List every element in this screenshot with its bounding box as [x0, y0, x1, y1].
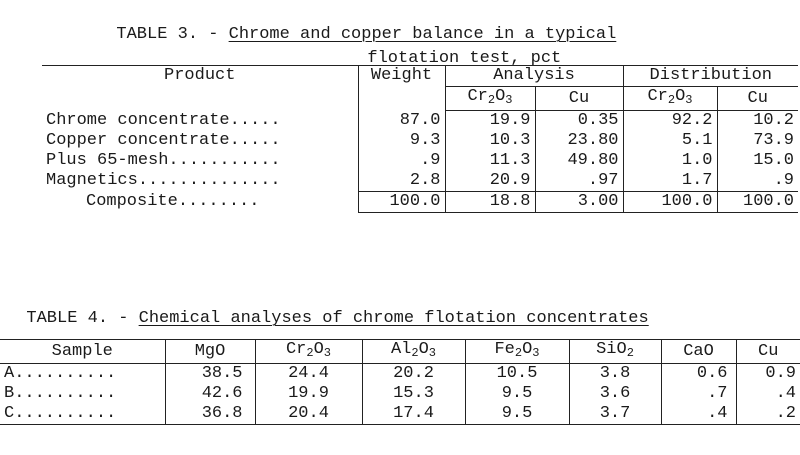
table3-title-line1: Chrome and copper balance in a typical: [228, 25, 617, 44]
cell-fe2o3: 9.5: [464, 404, 569, 425]
cell-mgo: 38.5: [164, 363, 255, 384]
cell-analysis-cr2o3: 18.8: [444, 191, 535, 213]
cell-analysis-cr2o3: 20.9: [444, 171, 535, 192]
table4-title-prefix: TABLE 4. -: [26, 309, 139, 328]
cell-product: Composite........: [86, 192, 260, 211]
cell-weight: 2.8: [357, 171, 445, 192]
cell-distribution-cr2o3: 100.0: [622, 191, 717, 213]
table3-header-row2: Cr2O3 Cu Cr2O3 Cu: [42, 86, 799, 111]
table4-title: TABLE 4. - Chemical analyses of chrome f…: [6, 286, 649, 330]
table3-title: TABLE 3. - Chrome and copper balance in …: [96, 2, 616, 46]
table4-title-text: Chemical analyses of chrome flotation co…: [138, 309, 649, 328]
col-analysis-cu: Cu: [534, 86, 623, 111]
cell-distribution-cu: 15.0: [716, 151, 799, 171]
table3-title-prefix: TABLE 3. -: [116, 25, 229, 44]
table3-title-line2: flotation test, pct: [367, 49, 562, 68]
cell-al2o3: 20.2: [361, 363, 465, 384]
cell-distribution-cu: 100.0: [716, 191, 799, 213]
cell-cu: .4: [735, 384, 800, 404]
cell-product: Magnetics..............: [46, 171, 281, 191]
table4-header-row: Sample MgO Cr2O3 Al2O3 Fe2O3 SiO2 CaO Cu: [0, 339, 800, 364]
cell-weight: 87.0: [357, 110, 445, 131]
cell-analysis-cr2o3: 10.3: [444, 131, 535, 151]
cell-sample: A..........: [4, 364, 117, 383]
cell-sio2: 3.7: [568, 404, 661, 425]
cell-product: Plus 65-mesh...........: [46, 151, 281, 170]
col-cao: CaO: [660, 339, 736, 364]
cell-cu: .2: [735, 404, 800, 425]
table3-title-line2-wrap: flotation test, pct: [347, 26, 561, 70]
cell-analysis-cu: 23.80: [534, 131, 623, 151]
cell-analysis-cu: 49.80: [534, 151, 623, 171]
col-cr2o3: Cr2O3: [254, 339, 362, 364]
col-mgo: MgO: [164, 339, 255, 364]
cell-sample: B..........: [4, 384, 117, 403]
col-weight: Weight: [357, 65, 445, 111]
col-distribution-cu: Cu: [716, 86, 799, 111]
cell-mgo: 42.6: [164, 384, 255, 404]
cell-sio2: 3.6: [568, 384, 661, 404]
col-al2o3: Al2O3: [361, 339, 465, 364]
cell-distribution-cu: 10.2: [716, 110, 799, 131]
table-row: Chrome concentrate..... 87.0 19.9 0.35 9…: [42, 110, 799, 131]
cell-weight: 9.3: [357, 131, 445, 151]
cell-analysis-cu: 0.35: [534, 110, 623, 131]
col-distribution: Distribution: [622, 65, 799, 87]
col-analysis: Analysis: [444, 65, 623, 87]
table-row: A.......... 38.5 24.4 20.2 10.5 3.8 0.6 …: [0, 363, 800, 384]
cell-distribution-cu: 73.9: [716, 131, 799, 151]
cell-weight: 100.0: [357, 191, 445, 213]
cell-distribution-cr2o3: 1.7: [622, 171, 717, 192]
cell-distribution-cr2o3: 5.1: [622, 131, 717, 151]
cell-al2o3: 15.3: [361, 384, 465, 404]
table-row: Plus 65-mesh........... .9 11.3 49.80 1.…: [42, 151, 799, 171]
cell-cao: 0.6: [660, 363, 736, 384]
col-sio2: SiO2: [568, 339, 661, 364]
col-analysis-cr2o3: Cr2O3: [444, 86, 535, 111]
col-fe2o3: Fe2O3: [464, 339, 569, 364]
cell-cr2o3: 20.4: [254, 404, 362, 425]
col-distribution-cr2o3: Cr2O3: [622, 86, 717, 111]
cell-distribution-cr2o3: 92.2: [622, 110, 717, 131]
cell-al2o3: 17.4: [361, 404, 465, 425]
table-row: C.......... 36.8 20.4 17.4 9.5 3.7 .4 .2: [0, 404, 800, 425]
table4: Sample MgO Cr2O3 Al2O3 Fe2O3 SiO2 CaO Cu…: [0, 339, 800, 425]
table-row: B.......... 42.6 19.9 15.3 9.5 3.6 .7 .4: [0, 384, 800, 404]
cell-analysis-cu: .97: [534, 171, 623, 192]
cell-fe2o3: 10.5: [464, 363, 569, 384]
col-product: Product: [42, 65, 358, 111]
cell-sample: C..........: [0, 404, 165, 425]
cell-cao: .4: [660, 404, 736, 425]
cell-analysis-cr2o3: 19.9: [444, 110, 535, 131]
table3-header-row1: Product Weight Analysis Distribution: [42, 65, 799, 111]
table-row-composite: Composite........ 100.0 18.8 3.00 100.0 …: [42, 191, 799, 213]
cell-product: Chrome concentrate.....: [46, 110, 281, 130]
cell-cu: 0.9: [735, 363, 800, 384]
cell-product: Copper concentrate.....: [46, 131, 281, 150]
table-row: Copper concentrate..... 9.3 10.3 23.80 5…: [42, 131, 799, 151]
table3: Product Weight Analysis Distribution Cr2…: [42, 65, 799, 213]
cell-fe2o3: 9.5: [464, 384, 569, 404]
cell-mgo: 36.8: [164, 404, 255, 425]
col-cu: Cu: [735, 339, 800, 364]
cell-sio2: 3.8: [568, 363, 661, 384]
cell-analysis-cu: 3.00: [534, 191, 623, 213]
cell-distribution-cu: .9: [716, 171, 799, 192]
cell-weight: .9: [357, 151, 445, 171]
col-sample: Sample: [0, 339, 165, 364]
cell-analysis-cr2o3: 11.3: [444, 151, 535, 171]
table-row: Magnetics.............. 2.8 20.9 .97 1.7…: [42, 171, 799, 192]
cell-cr2o3: 24.4: [254, 363, 362, 384]
cell-cr2o3: 19.9: [254, 384, 362, 404]
cell-distribution-cr2o3: 1.0: [622, 151, 717, 171]
cell-cao: .7: [660, 384, 736, 404]
